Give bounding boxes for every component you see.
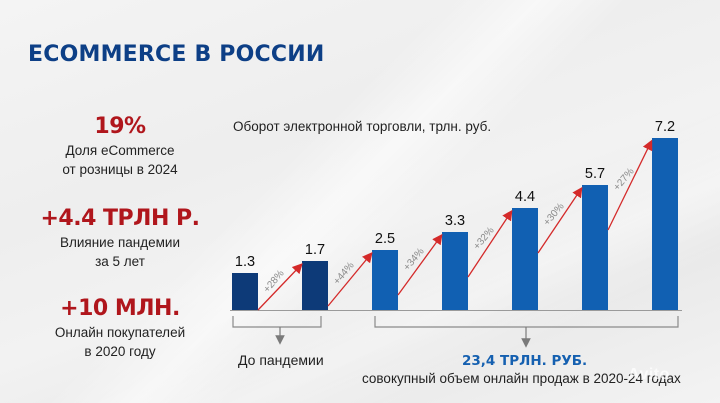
bar-value-label: 2.5: [374, 231, 396, 247]
bar-value-label: 5.7: [584, 166, 606, 182]
bar-1: [232, 273, 258, 310]
bar-value-label: 1.7: [304, 242, 326, 258]
bar-value-label: 4.4: [514, 189, 536, 205]
growth-arrow: [537, 186, 583, 254]
bar-value-label: 1.3: [234, 254, 256, 270]
bar-4: [442, 232, 468, 310]
bar-value-label: 3.3: [444, 213, 466, 229]
kpi-value: +4.4 ТРЛН Р.: [40, 206, 200, 231]
total-volume-description: совокупный объем онлайн продаж в 2020-24…: [362, 371, 681, 386]
growth-arrow: [257, 263, 303, 311]
kpi-value: 19%: [94, 114, 146, 139]
kpi-caption: Влияние пандемии за 5 лет: [59, 235, 180, 269]
pandemic-bracket: [374, 316, 679, 348]
growth-arrows: [257, 139, 653, 311]
pre-pandemic-bracket: [232, 316, 322, 345]
growth-arrow: [397, 233, 443, 296]
bar-6: [582, 185, 608, 310]
pre-pandemic-label: До пандемии: [238, 352, 324, 368]
chart-title: Оборот электронной торговли, трлн. руб.: [233, 119, 492, 134]
bar-value-label: 7.2: [654, 119, 676, 135]
bar-3: [372, 250, 398, 310]
page-title: ECOMMERCE В РОССИИ: [28, 42, 325, 67]
growth-arrow: [467, 209, 513, 278]
growth-arrow: [327, 251, 373, 307]
bar-5: [512, 208, 538, 310]
growth-arrow: [607, 139, 653, 231]
kpi-pandemic-impact: +4.4 ТРЛН Р. Влияние пандемии за 5 лет: [20, 206, 220, 271]
kpi-ecommerce-share: 19% Доля eCommerce от розницы в 2024: [20, 114, 220, 179]
bar-7: [652, 138, 678, 310]
chart-baseline: [230, 310, 682, 311]
avito-watermark: Avito: [628, 366, 670, 383]
bar-2: [302, 261, 328, 310]
kpi-online-buyers: +10 МЛН. Онлайн покупателей в 2020 году: [20, 296, 220, 361]
total-volume-value: 23,4 ТРЛН. РУБ.: [462, 353, 588, 369]
kpi-caption: Онлайн покупателей в 2020 году: [54, 325, 186, 359]
kpi-value: +10 МЛН.: [60, 296, 180, 321]
kpi-caption: Доля eCommerce от розницы в 2024: [62, 143, 178, 177]
